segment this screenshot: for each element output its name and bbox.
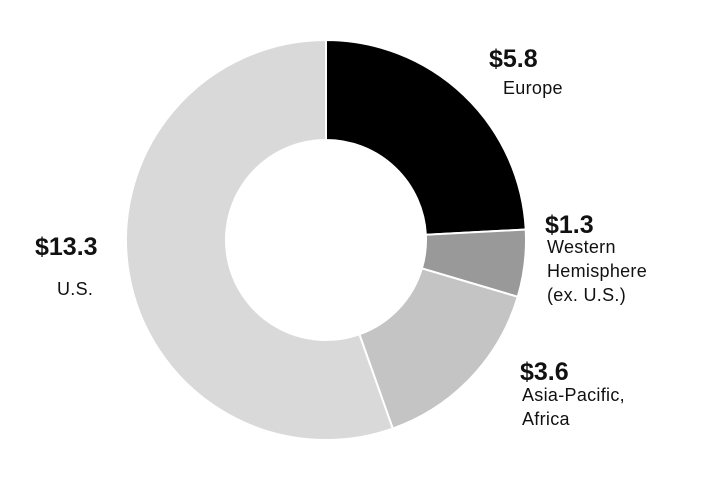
value-label: $13.3 [35,233,98,261]
category-label: Europe [503,78,563,98]
donut-slice [125,38,395,441]
category-label: Asia-Pacific, Africa [522,385,625,429]
donut-slice [325,38,527,236]
category-label: U.S. [57,279,94,299]
value-label: $1.3 [545,211,594,239]
value-label: $3.6 [520,358,569,386]
value-label: $5.8 [489,45,538,73]
category-label: Western Hemisphere (ex. U.S.) [547,237,648,305]
